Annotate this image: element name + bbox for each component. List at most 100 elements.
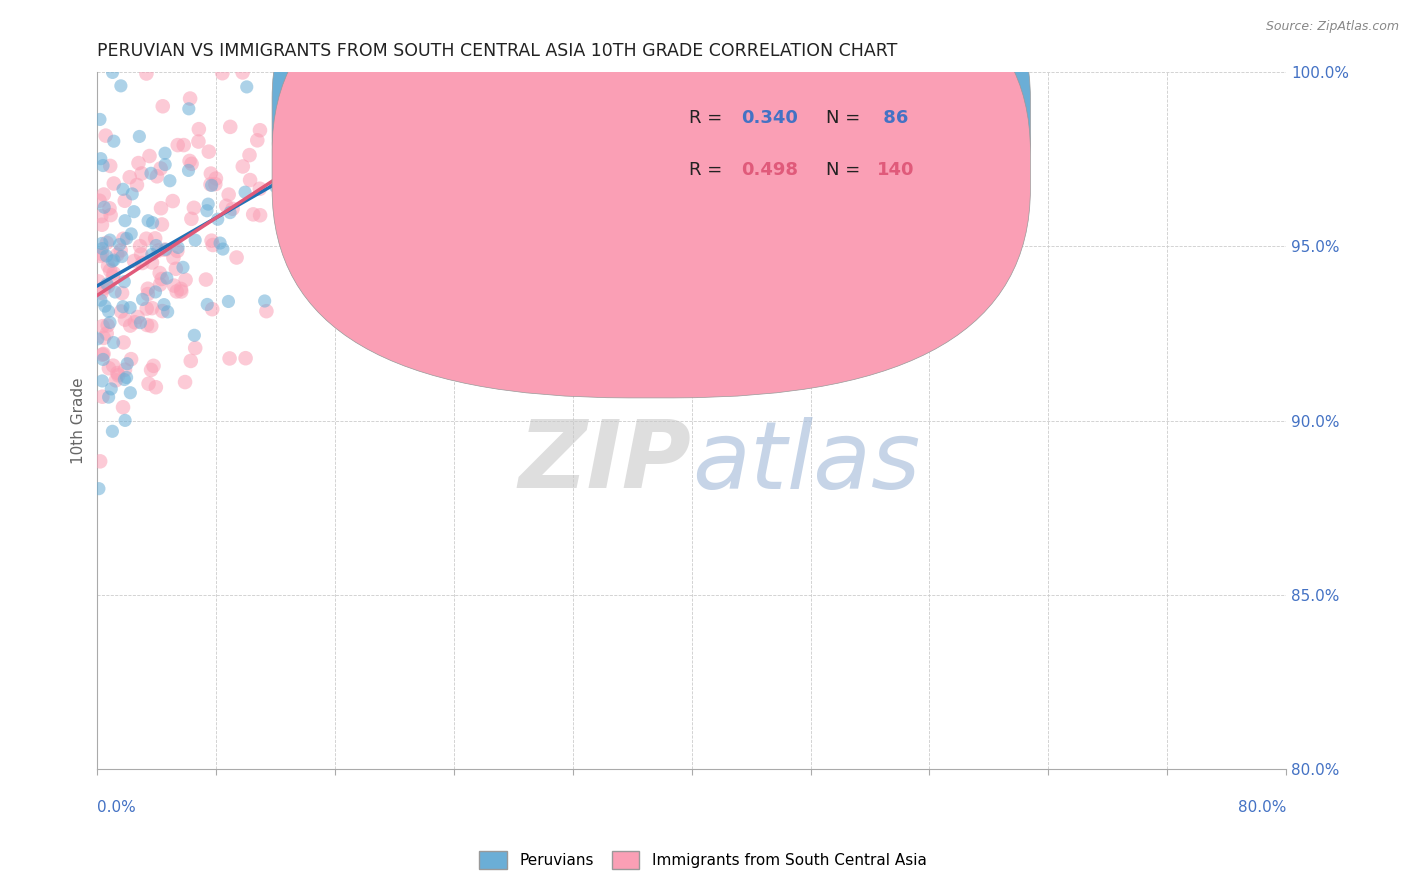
Point: [249, 208, 271, 222]
Point: [90, 209, 112, 223]
Point: [101, 254, 124, 268]
Point: [211, 66, 233, 80]
Point: [138, 149, 160, 163]
Point: [145, 285, 167, 299]
Point: [87, 482, 110, 496]
Point: [131, 166, 153, 180]
Point: [104, 285, 127, 299]
Text: ZIP: ZIP: [519, 417, 692, 508]
Point: [114, 194, 136, 208]
Point: [142, 216, 165, 230]
Point: [219, 120, 242, 134]
Point: [207, 212, 229, 227]
Point: [415, 65, 437, 79]
Point: [200, 167, 222, 181]
Point: [111, 300, 134, 314]
Point: [111, 286, 134, 301]
FancyBboxPatch shape: [609, 79, 929, 208]
Text: PERUVIAN VS IMMIGRANTS FROM SOUTH CENTRAL ASIA 10TH GRADE CORRELATION CHART: PERUVIAN VS IMMIGRANTS FROM SOUTH CENTRA…: [97, 42, 897, 60]
Text: N =: N =: [825, 109, 866, 127]
Point: [141, 318, 163, 333]
Point: [136, 282, 159, 296]
Point: [128, 156, 150, 170]
Point: [120, 227, 142, 241]
Point: [294, 184, 316, 198]
Point: [142, 359, 165, 373]
Point: [93, 347, 115, 361]
Point: [115, 231, 138, 245]
Point: [276, 128, 298, 142]
Point: [98, 263, 121, 277]
Point: [118, 170, 141, 185]
Point: [112, 232, 135, 246]
Point: [96, 326, 118, 341]
Point: [120, 352, 142, 367]
Point: [315, 84, 337, 98]
Point: [149, 277, 172, 292]
Point: [163, 278, 186, 293]
Point: [326, 128, 349, 142]
Point: [114, 413, 136, 427]
Point: [179, 153, 201, 168]
Point: [232, 65, 254, 79]
Point: [200, 178, 222, 193]
Text: 0.0%: 0.0%: [97, 800, 136, 815]
Point: [135, 232, 157, 246]
Point: [180, 157, 202, 171]
Point: [156, 271, 179, 285]
Point: [115, 370, 138, 384]
Point: [195, 297, 218, 311]
Point: [184, 233, 207, 247]
Point: [108, 237, 131, 252]
Point: [111, 250, 134, 264]
Point: [100, 382, 122, 396]
Point: [93, 187, 115, 202]
Point: [94, 128, 117, 143]
Point: [112, 372, 135, 386]
Point: [166, 244, 188, 258]
Point: [129, 247, 152, 261]
Point: [346, 92, 368, 106]
Point: [103, 335, 125, 350]
Point: [131, 256, 153, 270]
Point: [104, 373, 127, 387]
Point: [114, 362, 136, 376]
Point: [307, 154, 329, 169]
Point: [254, 304, 277, 318]
Point: [150, 218, 173, 232]
Point: [93, 331, 115, 345]
Point: [91, 242, 114, 256]
Point: [98, 315, 121, 329]
Point: [139, 363, 162, 377]
Point: [90, 236, 112, 251]
Point: [97, 390, 120, 404]
Point: [93, 200, 115, 214]
Point: [93, 281, 115, 295]
Point: [201, 302, 224, 317]
Point: [149, 161, 172, 176]
Point: [145, 380, 167, 394]
Point: [148, 244, 170, 258]
Point: [170, 285, 193, 299]
Point: [200, 234, 222, 248]
Point: [128, 129, 150, 144]
Point: [149, 266, 172, 280]
Point: [91, 348, 114, 362]
Point: [174, 273, 197, 287]
Point: [87, 332, 110, 346]
Point: [165, 261, 187, 276]
Point: [253, 293, 276, 308]
Point: [180, 211, 202, 226]
Point: [105, 247, 128, 261]
Point: [218, 187, 240, 202]
Point: [110, 78, 132, 93]
Point: [112, 275, 135, 289]
Point: [96, 249, 118, 263]
Point: [166, 285, 188, 299]
Text: Source: ZipAtlas.com: Source: ZipAtlas.com: [1265, 20, 1399, 33]
Point: [127, 310, 149, 324]
Point: [143, 231, 166, 245]
Point: [167, 240, 190, 254]
Point: [198, 145, 221, 159]
Point: [122, 254, 145, 268]
